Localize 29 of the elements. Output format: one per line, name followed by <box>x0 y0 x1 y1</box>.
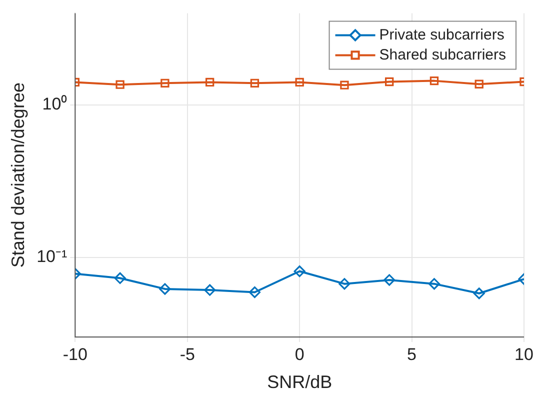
legend-label: Private subcarriers <box>379 26 504 44</box>
point <box>385 77 394 86</box>
point <box>250 78 260 88</box>
point <box>116 80 124 89</box>
point <box>248 286 260 298</box>
point <box>160 78 170 88</box>
point <box>473 288 485 300</box>
point <box>474 80 484 88</box>
x-tick-label: 5 <box>407 344 417 364</box>
x-tick-label: -10 <box>62 344 88 364</box>
x-tick-label: 10 <box>514 344 534 364</box>
point <box>204 284 216 296</box>
y-axis-title: Stand deviation/degree <box>8 82 28 268</box>
point <box>159 283 171 295</box>
x-tick-label: -5 <box>180 344 195 364</box>
point <box>205 78 214 87</box>
y-tick-label: 10⁰ <box>42 94 68 114</box>
point <box>428 278 440 290</box>
point <box>295 78 304 87</box>
legend-label: Shared subcarriers <box>379 46 506 64</box>
point <box>384 274 396 286</box>
x-axis-title: SNR/dB <box>267 372 332 392</box>
point <box>294 265 306 278</box>
y-tick-label: 10⁻¹ <box>36 247 68 266</box>
point <box>338 278 350 290</box>
point <box>114 272 126 284</box>
x-tick-label: 0 <box>294 344 304 364</box>
point <box>430 76 439 86</box>
point <box>340 80 349 90</box>
